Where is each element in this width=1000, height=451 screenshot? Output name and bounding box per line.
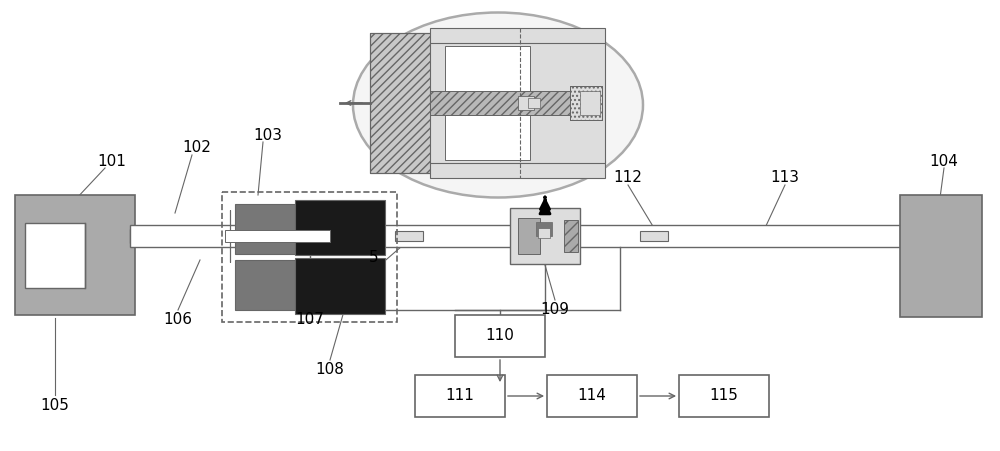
Bar — [640, 231, 668, 241]
Bar — [222, 192, 397, 322]
Bar — [225, 230, 330, 242]
Bar — [25, 223, 85, 288]
Bar — [130, 225, 530, 247]
Bar — [445, 46, 530, 91]
Text: 107: 107 — [296, 313, 324, 327]
Text: 110: 110 — [486, 328, 514, 344]
Bar — [370, 33, 450, 173]
Bar — [570, 86, 602, 120]
Bar — [530, 225, 900, 247]
Text: 101: 101 — [98, 155, 126, 170]
Text: 108: 108 — [316, 363, 344, 377]
Bar — [510, 208, 580, 264]
Text: 114: 114 — [578, 388, 606, 404]
Bar — [455, 315, 545, 357]
Bar — [536, 222, 552, 236]
Bar — [430, 28, 605, 46]
Text: 5: 5 — [369, 250, 379, 266]
Bar — [445, 115, 530, 160]
Bar — [430, 160, 605, 178]
Bar — [15, 195, 135, 315]
Bar — [235, 260, 295, 310]
Text: 111: 111 — [446, 388, 474, 404]
Text: 113: 113 — [770, 170, 800, 185]
Bar — [130, 229, 230, 243]
Bar — [235, 204, 295, 254]
Bar — [547, 375, 637, 417]
Text: 104: 104 — [930, 155, 958, 170]
Bar — [415, 375, 505, 417]
Bar — [295, 258, 385, 314]
Bar — [900, 195, 982, 317]
Bar — [528, 98, 540, 108]
Bar — [370, 33, 450, 173]
Bar — [538, 228, 550, 238]
Text: 105: 105 — [41, 397, 69, 413]
Ellipse shape — [353, 13, 643, 198]
Text: 112: 112 — [614, 170, 642, 185]
Bar — [295, 200, 385, 255]
Bar — [580, 91, 600, 115]
Text: 103: 103 — [254, 128, 283, 143]
Bar — [518, 218, 540, 254]
Bar — [518, 96, 534, 110]
Text: 106: 106 — [164, 313, 192, 327]
Text: 109: 109 — [540, 303, 570, 318]
Bar — [395, 231, 423, 241]
Text: 102: 102 — [183, 141, 211, 156]
Bar — [679, 375, 769, 417]
Bar — [570, 86, 602, 120]
Bar — [430, 91, 570, 115]
Text: 115: 115 — [710, 388, 738, 404]
Bar — [430, 43, 605, 163]
Bar — [430, 91, 570, 115]
Bar — [564, 220, 578, 252]
